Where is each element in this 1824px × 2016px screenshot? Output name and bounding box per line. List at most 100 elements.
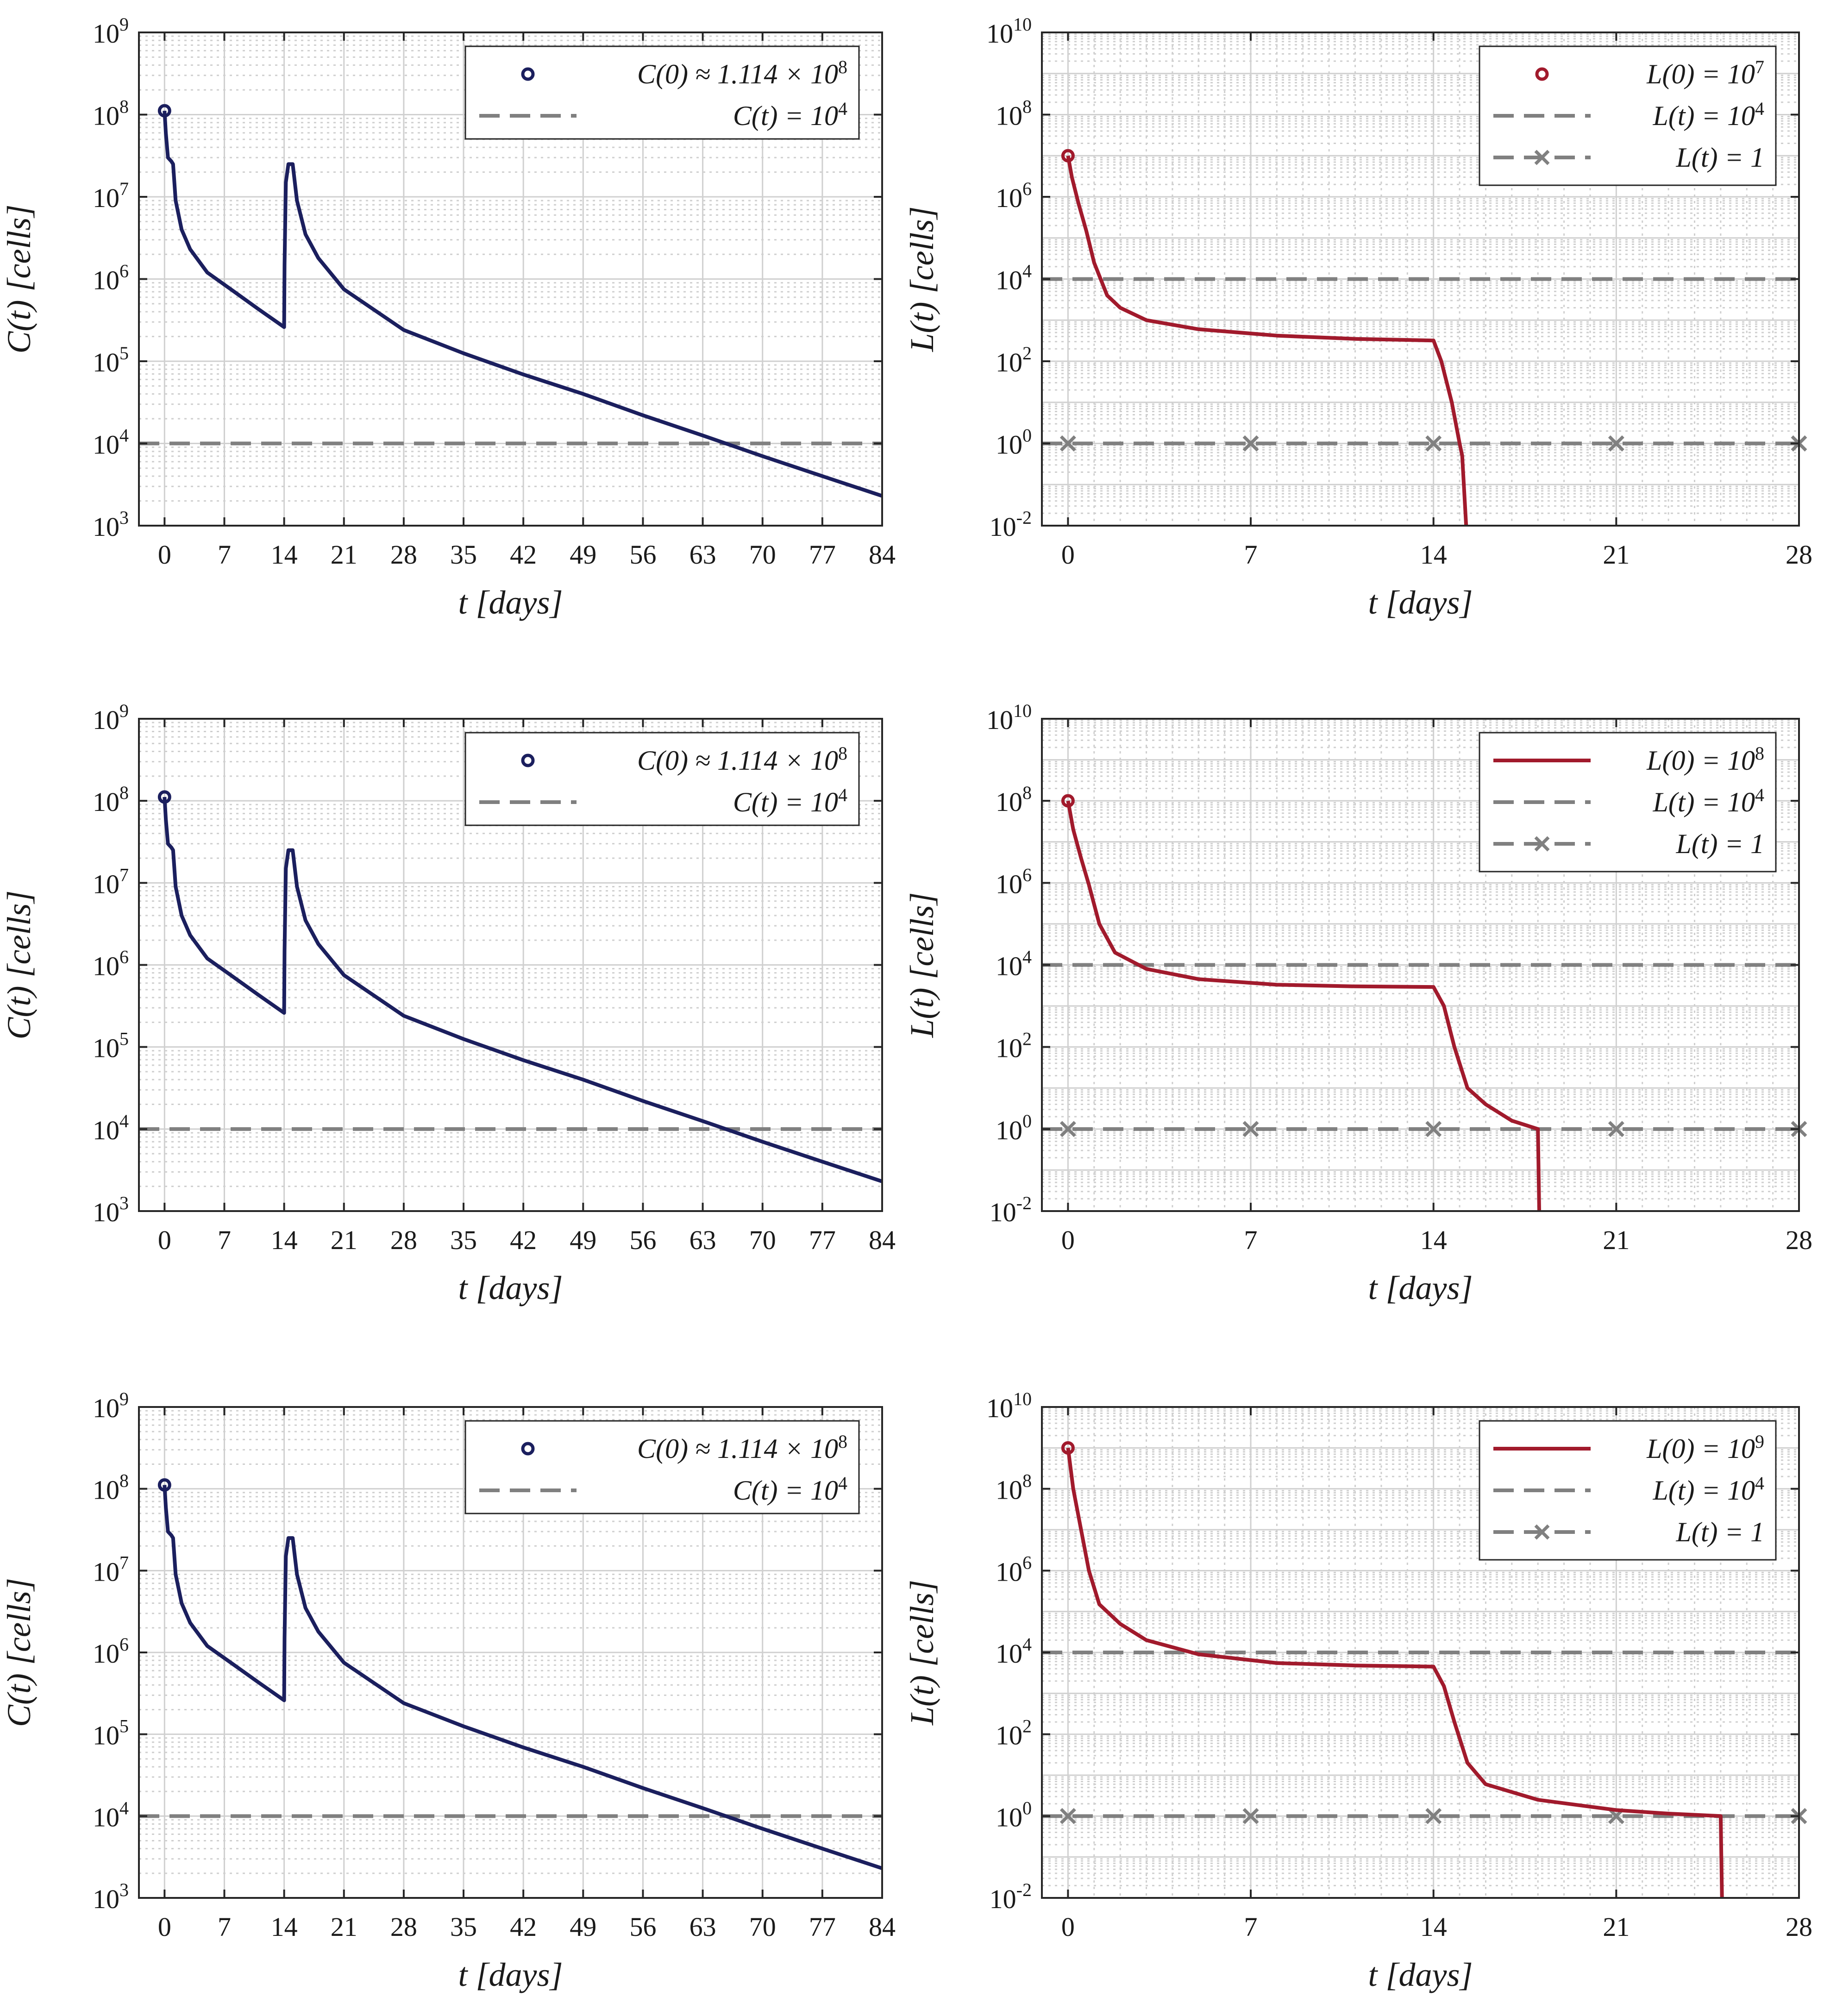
unit-line-marker — [1242, 435, 1259, 452]
x-tick-label: 7 — [1244, 1225, 1258, 1255]
y-tick-label: 10-2 — [990, 1193, 1032, 1227]
legend-cross — [1534, 836, 1550, 852]
x-tick-label: 14 — [1420, 1912, 1447, 1942]
xlabel-C3: t [days] — [458, 1956, 563, 1993]
xlabel-L3: t [days] — [1368, 1956, 1473, 1993]
y-tick-label: 107 — [93, 1552, 129, 1587]
x-tick-label: 21 — [331, 540, 357, 570]
x-tick-label: 14 — [271, 540, 298, 570]
x-tick-label: 63 — [689, 1912, 716, 1942]
x-tick-label: 28 — [1786, 1225, 1812, 1255]
x-tick-label: 56 — [629, 540, 656, 570]
x-tick-label: 28 — [1786, 540, 1812, 570]
x-tick-label: 70 — [749, 1912, 776, 1942]
y-tick-label: 103 — [93, 507, 129, 542]
x-tick-label: 77 — [809, 1225, 836, 1255]
y-tick-label: 10-2 — [990, 507, 1032, 542]
y-tick-label: 106 — [93, 947, 129, 981]
series-line-C3 — [163, 1485, 883, 1870]
y-tick-label: 108 — [93, 782, 129, 817]
x-tick-label: 0 — [158, 1912, 171, 1942]
x-tick-label: 7 — [218, 1912, 231, 1942]
legend-C1: C(0) ≈ 1.114 × 108 C(t) = 104 — [464, 45, 860, 140]
legend-box — [464, 732, 860, 826]
x-tick-label: 21 — [1603, 1912, 1630, 1942]
y-tick-label: 100 — [996, 425, 1032, 460]
x-tick-label: 14 — [1420, 1225, 1447, 1255]
x-tick-label: 14 — [271, 1225, 298, 1255]
panel-C1: 0 7 14 21 28 35 42 49 56 63 70 77 84 103 104 105 106 107 1… — [0, 14, 896, 621]
x-tick-label: 28 — [390, 1912, 417, 1942]
legend-L3: L(0) = 109 L(t) = 104 L(t) = 1 — [1479, 1420, 1777, 1561]
panel-L2: 0 7 14 21 28 10-2 100 102 104 106 108 1010 t [days] L… — [903, 700, 1812, 1306]
x-tick-label: 77 — [809, 540, 836, 570]
legend-label: L(t) = 1 — [1676, 829, 1765, 859]
initial-point-marker — [157, 790, 171, 804]
y-tick-label: 104 — [93, 1797, 129, 1832]
unit-line-marker — [1242, 1121, 1259, 1137]
y-tick-label: 103 — [93, 1193, 129, 1227]
unit-line-marker — [1059, 435, 1076, 452]
y-tick-label: 102 — [996, 1716, 1032, 1751]
x-tick-label: 28 — [390, 1225, 417, 1255]
ylabel-C1: C(t) [cells] — [0, 205, 38, 354]
y-tick-label: 105 — [93, 1716, 129, 1751]
x-tick-label: 0 — [1061, 1225, 1075, 1255]
cross-stroke — [1059, 1808, 1076, 1824]
y-tick-label: 100 — [996, 1797, 1032, 1832]
ylabel-C2: C(t) [cells] — [0, 891, 38, 1040]
legend-marker-sample — [521, 1442, 535, 1456]
unit-line-marker — [1425, 1808, 1442, 1824]
x-tick-label: 49 — [570, 540, 596, 570]
ylabel-L2: L(t) [cells] — [903, 892, 940, 1038]
unit-line-marker — [1608, 1121, 1624, 1137]
unit-line-marker — [1608, 435, 1624, 452]
cross-stroke — [1242, 435, 1259, 452]
y-tick-label: 1010 — [986, 1388, 1032, 1423]
panel-L3: 0 7 14 21 28 10-2 100 102 104 106 108 1010 t [days] L… — [903, 1388, 1812, 1993]
legend-C2: C(0) ≈ 1.114 × 108 C(t) = 104 — [464, 732, 860, 826]
series-line-L3 — [1066, 1447, 1724, 1898]
panel-L1: 0 7 14 21 28 10-2 100 102 104 106 108 1010 t [days] L… — [903, 14, 1812, 621]
x-tick-label: 49 — [570, 1912, 596, 1942]
legend-label: C(0) ≈ 1.114 × 108 — [637, 57, 847, 90]
legend-cross — [1534, 1524, 1550, 1540]
x-tick-label: 14 — [271, 1912, 298, 1942]
x-tick-label: 56 — [629, 1912, 656, 1942]
unit-line-marker — [1059, 1808, 1076, 1824]
series-line-C1 — [163, 110, 883, 498]
series-line-C2 — [163, 797, 883, 1183]
legend-label: L(0) = 107 — [1646, 57, 1764, 90]
initial-point-marker — [157, 104, 171, 118]
chart-root: 0 7 14 21 28 35 42 49 56 63 70 77 841031041051061071… — [0, 14, 1812, 1993]
series-line-L2 — [1066, 800, 1541, 1212]
y-tick-label: 106 — [996, 178, 1032, 213]
x-tick-label: 21 — [1603, 540, 1630, 570]
legend-L1: L(0) = 107 L(t) = 104 L(t) = 1 — [1479, 45, 1777, 186]
x-tick-label: 21 — [331, 1225, 357, 1255]
x-tick-label: 56 — [629, 1225, 656, 1255]
x-tick-label: 7 — [1244, 540, 1258, 570]
panel-C3: 0 7 14 21 28 35 42 49 56 63 70 77 84 103 104 105 106 107 1… — [0, 1388, 896, 1993]
x-tick-label: 28 — [1786, 1912, 1812, 1942]
x-tick-label: 42 — [510, 540, 537, 570]
x-tick-label: 7 — [218, 540, 231, 570]
cross-stroke — [1425, 1808, 1442, 1824]
x-tick-label: 28 — [390, 540, 417, 570]
y-tick-label: 105 — [93, 343, 129, 377]
cross-stroke — [1608, 435, 1624, 452]
x-tick-label: 42 — [510, 1225, 537, 1255]
panel-C2: 0 7 14 21 28 35 42 49 56 63 70 77 84 103 104 105 106 107 1… — [0, 700, 896, 1306]
x-tick-label: 84 — [869, 1912, 896, 1942]
y-tick-label: 102 — [996, 343, 1032, 377]
x-tick-label: 49 — [570, 1225, 596, 1255]
ylabel-C3: C(t) [cells] — [0, 1578, 38, 1727]
x-tick-label: 84 — [869, 1225, 896, 1255]
x-tick-label: 77 — [809, 1912, 836, 1942]
x-tick-label: 35 — [450, 1225, 477, 1255]
legend-box — [464, 45, 860, 140]
legend-C3: C(0) ≈ 1.114 × 108 C(t) = 104 — [464, 1420, 860, 1514]
unit-line-marker — [1059, 1121, 1076, 1137]
y-tick-label: 108 — [996, 782, 1032, 817]
y-tick-label: 109 — [93, 14, 129, 49]
